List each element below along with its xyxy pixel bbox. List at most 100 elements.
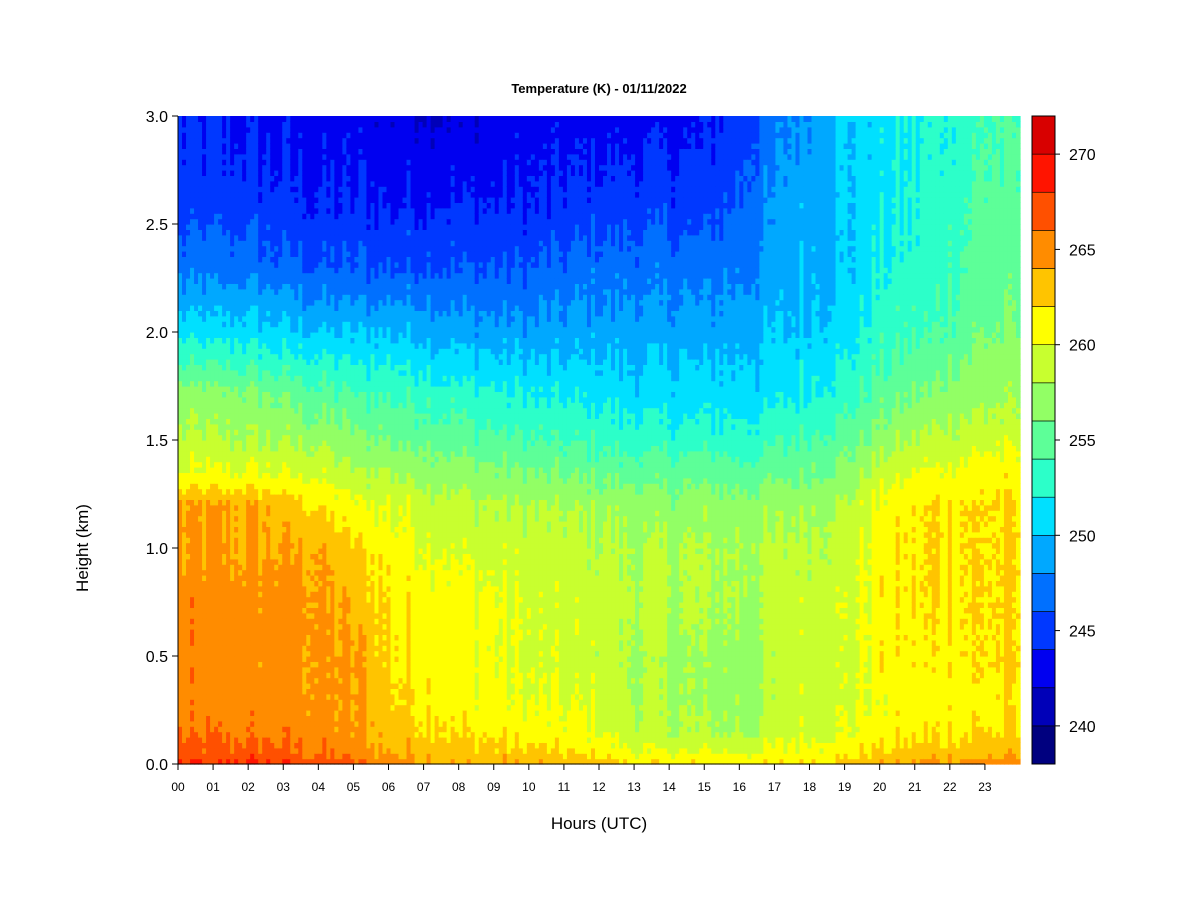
heatmap-cell [286,683,291,689]
heatmap-cell [246,521,251,527]
heatmap-cell [190,558,195,565]
heatmap-cell [334,477,339,484]
heatmap-cell [242,402,247,409]
heatmap-cell [330,515,335,522]
heatmap-cell [262,661,267,668]
heatmap-cell [318,261,323,268]
heatmap-cell [318,726,323,733]
heatmap-cell [202,364,207,371]
heatmap-cell [290,737,295,743]
heatmap-cell [242,143,247,149]
heatmap-cell [290,488,295,495]
heatmap-cell [270,688,275,695]
heatmap-cell [270,758,275,765]
heatmap-cell [234,661,239,668]
heatmap-cell [322,488,327,495]
heatmap-cell [202,299,207,306]
heatmap-cell [338,488,343,495]
heatmap-cell [206,283,211,290]
heatmap-cell [290,121,295,128]
heatmap-cell [254,218,259,225]
heatmap-cell [202,380,207,387]
heatmap-cell [310,445,315,452]
heatmap-cell [250,440,255,446]
heatmap-cell [330,175,335,182]
heatmap-cell [314,240,319,247]
heatmap-cell [302,666,307,673]
heatmap-cell [278,488,283,495]
heatmap-cell [194,461,199,468]
heatmap-cell [194,521,199,527]
heatmap-cell [266,720,271,727]
heatmap-cell [290,477,295,484]
heatmap-cell [226,332,231,338]
heatmap-cell [310,342,315,349]
heatmap-cell [322,321,327,328]
heatmap-cell [286,234,291,241]
heatmap-cell [274,656,279,662]
heatmap-cell [234,213,239,220]
heatmap-cell [326,218,331,225]
heatmap-cell [250,126,255,133]
heatmap-cell [238,515,243,522]
heatmap-cell [238,315,243,322]
heatmap-cell [310,359,315,365]
heatmap-cell [262,121,267,128]
heatmap-cell [302,229,307,236]
heatmap-cell [270,369,275,376]
heatmap-cell [286,623,291,630]
heatmap-cell [238,683,243,689]
heatmap-cell [258,602,263,608]
heatmap-cell [250,240,255,247]
heatmap-cell [302,148,307,155]
heatmap-cell [250,342,255,349]
heatmap-cell [254,332,259,338]
heatmap-cell [262,639,267,646]
heatmap-cell [258,175,263,182]
heatmap-cell [314,477,319,484]
heatmap-cell [270,380,275,387]
heatmap-cell [262,537,267,544]
heatmap-cell [222,332,227,338]
heatmap-cell [306,499,311,506]
heatmap-cell [214,521,219,527]
heatmap-cell [282,677,287,684]
heatmap-cell [310,499,315,506]
heatmap-cell [194,666,199,673]
heatmap-cell [278,440,283,446]
heatmap-cell [230,251,235,257]
heatmap-cell [218,342,223,349]
heatmap-cell [270,386,275,392]
heatmap-cell [186,526,191,533]
heatmap-cell [198,531,203,538]
heatmap-cell [334,548,339,554]
heatmap-cell [302,359,307,365]
heatmap-cell [294,629,299,635]
heatmap-cell [274,434,279,441]
heatmap-cell [318,467,323,473]
heatmap-cell [190,310,195,317]
heatmap-cell [338,472,343,479]
heatmap-cell [222,666,227,673]
heatmap-cell [194,494,199,500]
heatmap-cell [322,418,327,425]
heatmap-cell [246,591,251,598]
heatmap-cell [294,364,299,371]
heatmap-cell [238,429,243,436]
heatmap-cell [246,434,251,441]
heatmap-cell [210,521,215,527]
heatmap-cell [190,661,195,668]
heatmap-cell [250,710,255,716]
heatmap-cell [242,629,247,635]
heatmap-cell [334,504,339,511]
heatmap-cell [326,672,331,679]
heatmap-cell [278,116,283,122]
heatmap-cell [182,639,187,646]
heatmap-cell [190,294,195,301]
heatmap-cell [234,639,239,646]
heatmap-cell [302,234,307,241]
heatmap-cell [198,672,203,679]
heatmap-cell [214,402,219,409]
heatmap-cell [238,153,243,160]
heatmap-cell [338,548,343,554]
